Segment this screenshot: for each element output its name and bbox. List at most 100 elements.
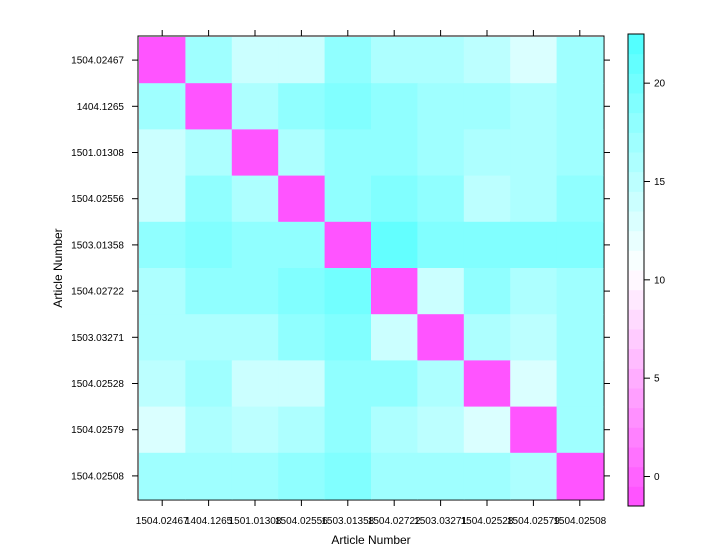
colorbar-band: [628, 152, 644, 173]
heatmap-cell: [510, 175, 558, 223]
y-tick-label: 1504.02467: [71, 56, 124, 67]
heatmap-cell: [556, 406, 604, 454]
heatmap-cell: [139, 360, 186, 408]
heatmap-cell: [510, 360, 558, 408]
heatmap-cell: [278, 175, 326, 223]
heatmap-cell: [185, 360, 233, 408]
heatmap-cell: [371, 221, 418, 269]
colorbar-band: [628, 211, 644, 232]
heatmap-cell: [556, 314, 604, 361]
heatmap-cell: [463, 175, 511, 223]
heatmap-cell: [278, 452, 326, 500]
heatmap-cell: [231, 175, 279, 223]
x-tick-label: 1503.01358: [321, 516, 374, 527]
colorbar-band: [628, 368, 644, 389]
heatmap-cell: [556, 175, 604, 223]
heatmap-cell: [417, 129, 465, 177]
heatmap-cell: [510, 37, 558, 84]
axis-ticks: [132, 30, 610, 506]
heatmap-cell: [371, 360, 418, 408]
colorbar-tick-label: 20: [654, 79, 666, 90]
colorbar-tick-label: 0: [654, 472, 660, 483]
heatmap-cell: [185, 37, 233, 84]
heatmap-cell: [510, 314, 558, 361]
heatmap-cell: [510, 129, 558, 177]
heatmap-cell: [556, 452, 604, 500]
heatmap-cell: [556, 360, 604, 408]
heatmap-cell: [463, 83, 511, 130]
heatmap-cell: [139, 406, 186, 454]
heatmap-cell: [278, 406, 326, 454]
y-tick-label: 1504.02528: [71, 379, 124, 390]
heatmap-cell: [278, 314, 326, 361]
heatmap-cells: [139, 37, 604, 500]
heatmap-cell: [417, 83, 465, 130]
y-tick-label: 1504.02556: [71, 194, 124, 205]
heatmap-cell: [417, 175, 465, 223]
heatmap-cell: [139, 452, 186, 500]
heatmap-cell: [417, 314, 465, 361]
x-tick-label: 1503.03271: [414, 516, 467, 527]
heatmap-cell: [324, 268, 372, 315]
heatmap-cell: [278, 83, 326, 130]
heatmap-cell: [324, 360, 372, 408]
y-tick-label: 1503.01358: [71, 240, 124, 251]
heatmap-cell: [139, 83, 186, 130]
heatmap-cell: [417, 452, 465, 500]
colorbar-band: [628, 486, 644, 507]
heatmap-cell: [185, 268, 233, 315]
colorbar-band: [628, 270, 644, 291]
colorbar-frame: [627, 33, 645, 507]
y-axis-title: Article Number: [51, 228, 65, 307]
heatmap-cell: [324, 37, 372, 84]
colorbar-tick-label: 15: [654, 177, 666, 188]
heatmap-cell: [231, 268, 279, 315]
heatmap-cell: [278, 221, 326, 269]
colorbar: [628, 34, 644, 507]
y-tick-label: 1504.02579: [71, 425, 124, 436]
heatmap-cell: [556, 221, 604, 269]
heatmap-cell: [371, 175, 418, 223]
heatmap-cell: [371, 83, 418, 130]
heatmap-cell: [185, 83, 233, 130]
heatmap-cell: [371, 314, 418, 361]
heatmap-cell: [417, 406, 465, 454]
heatmap-cell: [463, 406, 511, 454]
heatmap-cell: [324, 452, 372, 500]
heatmap-cell: [139, 37, 186, 84]
colorbar-tick-label: 10: [654, 275, 666, 286]
heatmap-cell: [371, 452, 418, 500]
x-tick-label: 1504.02722: [368, 516, 421, 527]
x-tick-label: 1504.02556: [275, 516, 328, 527]
heatmap-cell: [278, 129, 326, 177]
heatmap-cell: [556, 268, 604, 315]
heatmap-cell: [231, 314, 279, 361]
colorbar-band: [628, 112, 644, 133]
heatmap-cell: [278, 268, 326, 315]
heatmap-cell: [371, 406, 418, 454]
colorbar-band: [628, 93, 644, 114]
heatmap-cell: [231, 221, 279, 269]
heatmap-cell: [510, 452, 558, 500]
colorbar-band: [628, 407, 644, 428]
colorbar-band: [628, 53, 644, 74]
x-tick-label: 1504.02467: [136, 516, 189, 527]
heatmap-cell: [139, 221, 186, 269]
heatmap-cell: [371, 37, 418, 84]
y-tick-label: 1501.01308: [71, 148, 124, 159]
heatmap-cell: [556, 129, 604, 177]
colorbar-band: [628, 250, 644, 271]
x-tick-label: 1504.02508: [553, 516, 606, 527]
heatmap-cell: [324, 175, 372, 223]
heatmap-cell: [463, 314, 511, 361]
colorbar-band: [628, 466, 644, 487]
x-tick-label: 1504.02528: [461, 516, 514, 527]
heatmap-cell: [324, 83, 372, 130]
heatmap-cell: [231, 83, 279, 130]
heatmap-cell: [556, 83, 604, 130]
heatmap-cell: [463, 360, 511, 408]
heatmap-cell: [510, 268, 558, 315]
heatmap-cell: [185, 221, 233, 269]
colorbar-band: [628, 388, 644, 409]
